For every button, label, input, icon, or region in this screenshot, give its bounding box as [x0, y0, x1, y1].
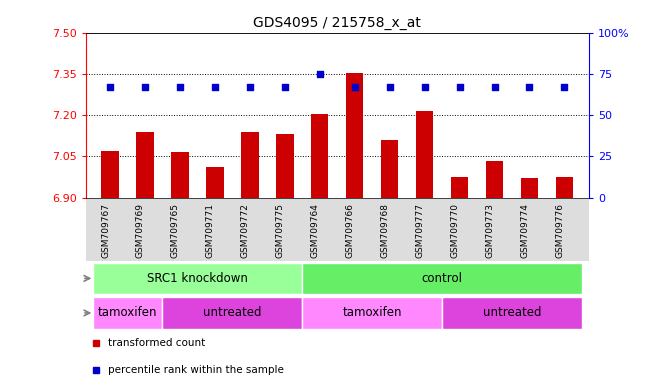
Point: [245, 84, 255, 90]
Text: GSM709771: GSM709771: [206, 203, 215, 258]
Bar: [171, 152, 189, 198]
Point: [384, 84, 395, 90]
Bar: [136, 132, 154, 198]
Bar: [276, 134, 293, 198]
Bar: [241, 132, 259, 198]
Text: GSM709775: GSM709775: [276, 203, 285, 258]
Bar: [520, 179, 538, 198]
Bar: [451, 177, 468, 198]
Point: [524, 84, 535, 90]
Text: GSM709769: GSM709769: [136, 203, 145, 258]
Text: SRC1 knockdown: SRC1 knockdown: [147, 272, 248, 285]
Text: transformed count: transformed count: [108, 338, 205, 348]
Bar: [556, 177, 573, 198]
Point: [419, 84, 430, 90]
Point: [174, 84, 185, 90]
Text: GSM709767: GSM709767: [101, 203, 110, 258]
Bar: [101, 151, 118, 198]
Bar: [311, 114, 328, 198]
Text: GSM709773: GSM709773: [486, 203, 495, 258]
Bar: [206, 167, 224, 198]
Text: GSM709765: GSM709765: [171, 203, 180, 258]
Text: GSM709766: GSM709766: [345, 203, 355, 258]
Text: tamoxifen: tamoxifen: [342, 306, 402, 319]
Text: GSM709764: GSM709764: [311, 203, 320, 258]
Bar: [442, 298, 582, 329]
Point: [559, 84, 570, 90]
Bar: [302, 263, 582, 294]
Text: GSM709772: GSM709772: [241, 203, 250, 258]
Text: tamoxifen: tamoxifen: [98, 306, 157, 319]
Text: GSM709776: GSM709776: [555, 203, 565, 258]
Text: GSM709768: GSM709768: [381, 203, 390, 258]
Bar: [163, 298, 302, 329]
Point: [139, 84, 150, 90]
Text: GSM709770: GSM709770: [451, 203, 459, 258]
Text: GSM709777: GSM709777: [416, 203, 424, 258]
Point: [454, 84, 465, 90]
Bar: [93, 263, 302, 294]
Bar: [93, 298, 163, 329]
Bar: [302, 298, 442, 329]
Text: untreated: untreated: [203, 306, 262, 319]
Point: [210, 84, 220, 90]
Point: [490, 84, 500, 90]
Point: [349, 84, 360, 90]
Bar: [416, 111, 434, 198]
Point: [105, 84, 115, 90]
Point: [315, 71, 325, 77]
Bar: [346, 73, 363, 198]
Text: GSM709774: GSM709774: [520, 203, 530, 258]
Text: control: control: [422, 272, 463, 285]
Bar: [486, 161, 503, 198]
Title: GDS4095 / 215758_x_at: GDS4095 / 215758_x_at: [253, 16, 421, 30]
Text: untreated: untreated: [483, 306, 542, 319]
Bar: [381, 140, 398, 198]
Text: percentile rank within the sample: percentile rank within the sample: [108, 365, 284, 375]
Point: [280, 84, 290, 90]
